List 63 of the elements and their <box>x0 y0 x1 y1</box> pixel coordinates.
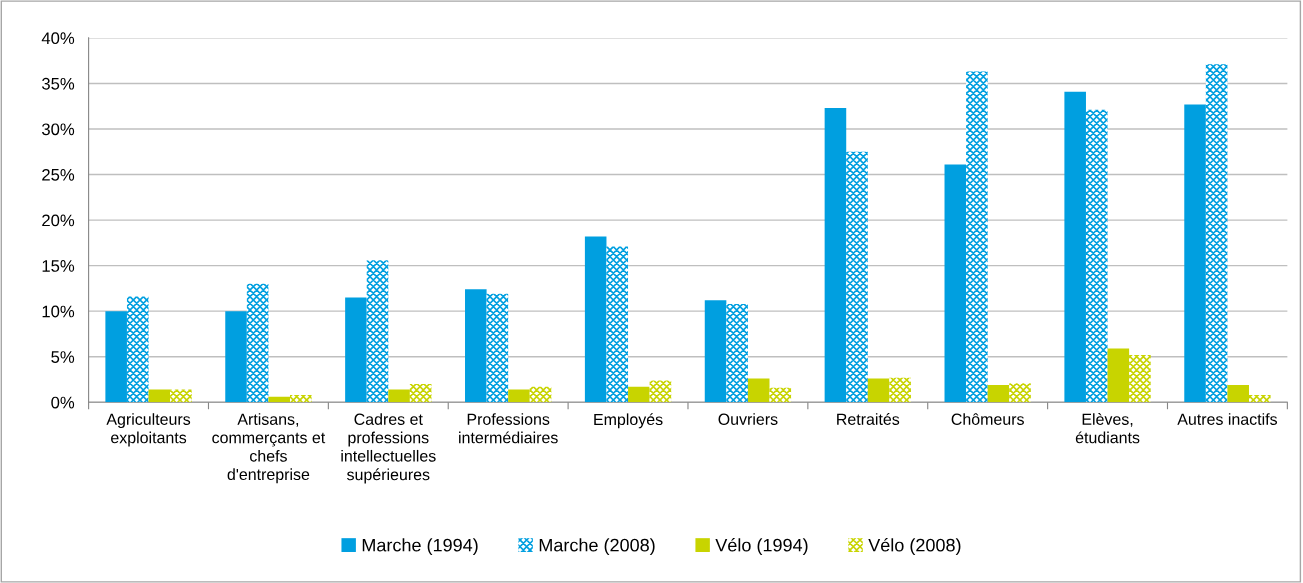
bar <box>486 293 509 403</box>
bar <box>867 378 890 403</box>
bar <box>126 296 149 403</box>
bar <box>225 311 247 403</box>
bar <box>1085 109 1108 403</box>
bar <box>388 389 410 403</box>
bar <box>628 386 650 403</box>
y-tick-label: 10% <box>42 305 75 318</box>
bar <box>268 396 290 403</box>
bar <box>1107 348 1130 403</box>
x-tick-label: Ouvriers <box>718 413 778 425</box>
bar <box>1009 383 1031 403</box>
y-tick-label: 5% <box>51 351 75 363</box>
legend-label: Marche (2008) <box>539 538 655 556</box>
bar <box>769 387 792 403</box>
bar <box>1184 104 1206 403</box>
bar <box>1249 394 1271 403</box>
bar <box>148 389 171 403</box>
bar <box>345 297 367 403</box>
x-tick-label: Professions intermédiaires <box>459 413 558 444</box>
bar <box>1064 91 1086 403</box>
bar <box>529 386 552 403</box>
bar <box>846 151 868 403</box>
bar <box>704 300 727 403</box>
legend-label: Vélo (1994) <box>715 538 808 556</box>
bar <box>290 394 312 403</box>
bar <box>1227 384 1249 403</box>
bar <box>966 71 988 403</box>
y-tick-label: 0% <box>51 396 75 409</box>
bar <box>1205 64 1228 403</box>
bar <box>726 303 748 403</box>
y-tick-label: 40% <box>41 32 75 45</box>
bar <box>170 389 192 403</box>
x-tick-label: Retraités <box>837 413 900 425</box>
bar <box>889 377 911 403</box>
bar <box>105 311 127 403</box>
bar <box>606 246 629 403</box>
legend-label: Vélo (2008) <box>868 538 961 556</box>
x-tick-label: Cadres et professions intellectuelles supérieures <box>341 413 436 484</box>
x-tick-label: Artisans, commerçants et chefs d'entreprise <box>212 413 326 484</box>
bar <box>824 108 847 403</box>
bar <box>366 260 389 403</box>
bar <box>649 380 672 403</box>
y-tick-label: 35% <box>41 77 75 90</box>
legend-label: Marche (1994) <box>362 538 478 556</box>
x-tick-label: Agriculteurs exploitants <box>106 413 191 447</box>
bar <box>944 164 967 403</box>
y-tick-label: 25% <box>42 168 75 181</box>
y-tick-label: 15% <box>42 260 75 272</box>
x-tick-label: Chômeurs <box>951 413 1024 425</box>
bar <box>584 236 607 403</box>
y-tick-label: 30% <box>41 123 75 136</box>
bar <box>1129 354 1151 403</box>
bar <box>508 389 530 403</box>
bar <box>465 289 487 403</box>
x-tick-label: Elèves, étudiants <box>1075 413 1140 444</box>
x-tick-label: Employés <box>594 413 663 429</box>
bar <box>409 384 432 403</box>
bar <box>987 384 1010 403</box>
x-tick-label: Autres inactifs <box>1177 413 1278 425</box>
bar <box>246 283 269 403</box>
bar <box>747 378 770 403</box>
y-tick-label: 20% <box>42 214 75 227</box>
